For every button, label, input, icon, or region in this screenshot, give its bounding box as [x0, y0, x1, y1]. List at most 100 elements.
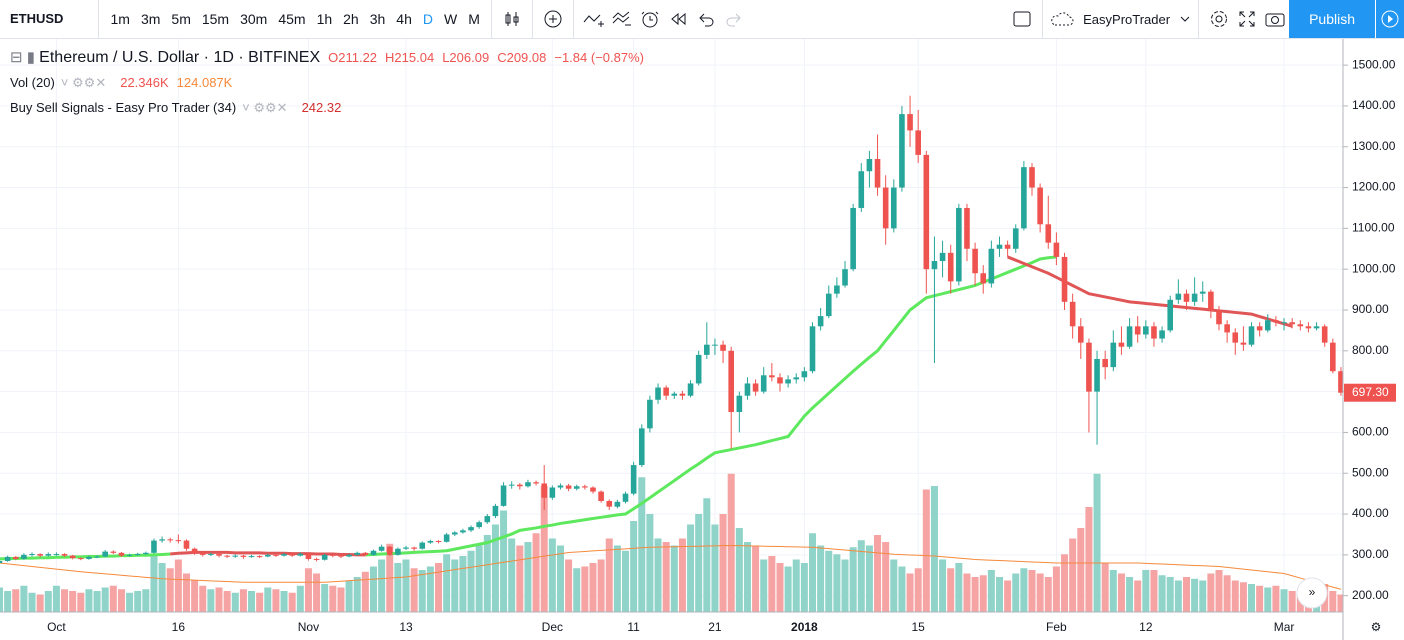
undo[interactable] [692, 0, 720, 38]
interval[interactable]: 3h [369, 11, 386, 27]
candle-body [386, 546, 393, 555]
interval[interactable]: 3m [140, 11, 161, 27]
volume-bar [711, 524, 719, 612]
volume-bar [12, 589, 20, 612]
candle-body [199, 552, 206, 555]
indicator-line [0, 544, 1342, 590]
redo[interactable] [720, 0, 748, 38]
candle-body [29, 554, 35, 556]
candle-body [939, 252, 946, 262]
templates[interactable] [608, 0, 636, 38]
candle-body [1191, 293, 1198, 302]
alert[interactable] [636, 0, 664, 38]
chart-style[interactable] [498, 0, 526, 38]
volume-bar [971, 577, 979, 612]
volume-bar [1028, 570, 1036, 612]
candle-body [1134, 326, 1141, 335]
candle-body [378, 546, 385, 551]
candle-body [354, 552, 361, 555]
volume-bar [1207, 573, 1215, 612]
candle-body [427, 540, 434, 543]
candle-body [573, 486, 580, 489]
volume-bar [670, 545, 678, 612]
interval[interactable]: D [422, 11, 433, 27]
volume-bar [792, 559, 800, 612]
symbol[interactable]: ETHUSD [0, 0, 99, 38]
play[interactable] [1375, 0, 1404, 38]
volume-bar [573, 568, 581, 612]
volume-bar [508, 538, 516, 612]
volume-bar [1329, 591, 1337, 612]
volume-bar [223, 591, 231, 612]
settings[interactable] [1205, 0, 1233, 38]
candle-body [899, 114, 905, 188]
account[interactable]: EasyProTrader [1083, 11, 1171, 27]
candle-body [297, 553, 304, 556]
interval[interactable]: 45m [278, 11, 306, 27]
y-tick-label: 500.00 [1352, 465, 1389, 479]
candle-body [1256, 326, 1263, 331]
candle-body [183, 540, 190, 549]
candle-body [720, 344, 726, 351]
replay[interactable] [664, 0, 692, 38]
volume-bar [1158, 575, 1166, 612]
candle-body [53, 554, 60, 556]
candle-body [12, 556, 19, 559]
y-tick-label: 300.00 [1352, 547, 1389, 561]
candle-body [614, 501, 621, 507]
ohlc-value: C209.08 [497, 50, 547, 65]
compare[interactable] [580, 0, 608, 38]
candle-body [891, 187, 897, 229]
candle-body [346, 554, 352, 557]
y-tick-label: 900.00 [1352, 302, 1389, 316]
interval[interactable]: 2h [343, 11, 359, 27]
interval[interactable]: 4h [396, 11, 412, 27]
indicator-name[interactable]: Vol (20) [10, 75, 55, 90]
volume-bar [443, 554, 451, 612]
candle-body [517, 484, 523, 487]
candle-body [86, 556, 92, 559]
scroll-button[interactable] [1296, 577, 1328, 609]
indicator-line [0, 552, 171, 561]
volume-bar [288, 592, 296, 612]
volume-bar [1256, 585, 1264, 612]
fullscreen[interactable] [1233, 0, 1261, 38]
interval[interactable]: 1m [110, 11, 130, 27]
interval[interactable]: 30m [240, 11, 268, 27]
volume-bar [1248, 584, 1256, 612]
scroll-icon: » [1309, 585, 1316, 599]
candle-body [1061, 256, 1068, 302]
candle-body [1004, 244, 1011, 249]
candle-body [45, 554, 52, 556]
volume-bar [1239, 582, 1247, 612]
last-price-label: 697.30 [1352, 385, 1389, 399]
interval[interactable]: 15m [201, 11, 230, 27]
interval[interactable]: M [468, 11, 480, 27]
volume-bar [865, 545, 873, 612]
interval[interactable]: W [444, 11, 458, 27]
candle-body [964, 207, 970, 249]
candle-body [923, 154, 930, 270]
volume-bar [20, 585, 28, 612]
candle-body [931, 261, 938, 270]
candle-body [476, 522, 482, 528]
snapshot[interactable] [1261, 0, 1289, 38]
candle-body [679, 393, 686, 396]
layout[interactable] [1008, 0, 1036, 38]
interval[interactable]: 5m [171, 11, 191, 27]
price-axis [1343, 39, 1404, 640]
x-tick-label: 16 [172, 620, 186, 634]
publish-button[interactable]: Publish [1289, 0, 1375, 38]
indicator-name[interactable]: Buy Sell Signals - Easy Pro Trader (34) [10, 100, 237, 115]
indicator: Buy Sell Signals - Easy Pro Trader (34) ˅… [10, 98, 644, 123]
volume-bar [272, 589, 280, 612]
volume-bar [1182, 577, 1190, 612]
candle-body [598, 491, 604, 501]
right-tools: EasyProTrader Publish [1008, 0, 1404, 38]
volume-bar [142, 589, 150, 612]
volume-bar [1101, 563, 1109, 612]
interval[interactable]: 1h [316, 11, 333, 27]
candle-body [1183, 293, 1190, 302]
volume-bar [410, 568, 418, 612]
indicators[interactable] [539, 0, 567, 38]
